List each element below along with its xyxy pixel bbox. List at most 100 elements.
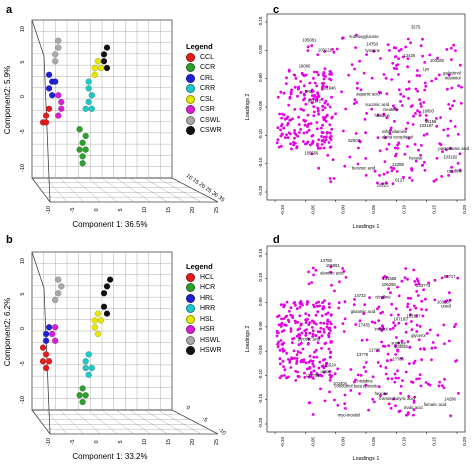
metabolite-annotation: sucrose	[391, 341, 406, 346]
loading-point	[279, 339, 283, 342]
loading-point	[392, 167, 396, 170]
loading-point	[296, 94, 299, 98]
loading-point	[430, 358, 433, 362]
loading-point	[386, 359, 389, 363]
x-tick-label: 25	[214, 439, 220, 445]
loading-point	[383, 392, 387, 396]
loading-point	[358, 140, 362, 144]
y-tick-label: -0.15	[258, 157, 263, 168]
z-tick-label: 30	[210, 191, 219, 200]
loading-point	[443, 342, 446, 346]
loading-point	[322, 74, 325, 77]
loading-point	[439, 143, 443, 147]
legend-marker	[186, 105, 195, 115]
data-point-ccl	[45, 105, 53, 113]
data-point-hswr	[103, 310, 111, 317]
loading-point	[451, 104, 454, 108]
loading-point	[281, 133, 284, 136]
loading-point	[391, 326, 395, 330]
loading-point	[356, 86, 359, 90]
loading-point	[324, 115, 328, 119]
loading-point	[311, 332, 315, 336]
loading-point	[313, 81, 317, 85]
loading-point	[393, 324, 397, 328]
loading-point	[406, 145, 409, 148]
x-axis-title: Loadings 1	[353, 224, 380, 230]
loading-point	[276, 126, 280, 130]
y-axis-title: Component2: 6.2%	[3, 298, 12, 367]
loading-point	[381, 325, 385, 328]
loading-point	[281, 112, 284, 116]
data-point-hcr	[79, 398, 86, 406]
loading-point	[320, 97, 324, 101]
loading-point	[309, 375, 313, 379]
loading-point	[320, 364, 324, 368]
data-point-hsl	[94, 310, 102, 317]
loading-point	[340, 90, 343, 94]
y-axis-title: Loadings 2	[245, 326, 251, 353]
metabolite-annotation: 103172	[307, 99, 322, 104]
x-tick-label: 5	[118, 440, 124, 443]
loading-point	[303, 371, 306, 375]
legend-marker	[186, 272, 195, 282]
legend-label: CSL	[200, 95, 214, 103]
loading-point	[450, 165, 453, 169]
metabolite-annotation: 103160	[430, 58, 445, 63]
loading-point	[319, 321, 322, 325]
legend-item-csr: CSR	[186, 105, 221, 116]
loading-point	[420, 105, 423, 108]
loading-point	[376, 361, 380, 364]
data-point-ccr	[79, 139, 86, 147]
loading-point	[420, 358, 424, 362]
data-point-crl	[49, 91, 56, 99]
loading-point	[387, 344, 391, 348]
loading-point	[423, 88, 427, 92]
data-point-hswr	[100, 290, 108, 297]
metabolite-annotation: 103187	[437, 300, 452, 305]
loading-point	[397, 49, 401, 53]
loading-point	[285, 351, 288, 355]
legend-label: CSWL	[200, 116, 221, 124]
loading-point	[289, 142, 292, 146]
loading-point	[305, 130, 309, 134]
pca-3d-plot-b: -10 -5 0 5 10 -10 -5 0 5 10 15 20 25 0 -5 -10 Component …	[3, 251, 227, 461]
data-point-cswl	[52, 51, 59, 58]
data-point-crl	[52, 78, 59, 85]
loading-point	[400, 104, 404, 107]
loadings-plot-c: -0.10 -0.05 0.00 0.05 0.10 0.15 0.20 -0.20 -0.15…	[245, 13, 470, 230]
loading-point	[400, 279, 404, 283]
loading-point	[417, 282, 421, 286]
data-point-csl	[97, 64, 105, 72]
loading-point	[304, 331, 308, 335]
loading-point	[312, 364, 316, 368]
metabolite-annotation: 22288	[392, 162, 404, 167]
loading-point	[392, 321, 395, 324]
y-tick-label: -0.05	[258, 345, 263, 356]
loading-point	[421, 54, 424, 58]
loading-point	[435, 124, 439, 128]
loading-point	[456, 276, 460, 280]
loading-point	[409, 105, 413, 108]
loading-point	[364, 157, 368, 160]
loading-point	[399, 384, 403, 388]
loading-point	[299, 91, 303, 94]
loading-point	[424, 84, 428, 88]
data-point-hcr	[79, 385, 86, 392]
loading-point	[294, 369, 298, 373]
loading-point	[364, 131, 367, 135]
loading-point	[312, 355, 316, 359]
loading-point	[453, 125, 457, 128]
loading-point	[329, 270, 333, 274]
loading-point	[401, 379, 404, 382]
loading-point	[422, 288, 425, 292]
data-point-hsl	[91, 317, 99, 324]
loading-point	[378, 327, 382, 330]
loading-point	[295, 145, 299, 149]
data-point-hrl	[42, 330, 50, 338]
loading-point	[363, 117, 367, 121]
legend-item-cswr: CSWR	[186, 126, 221, 137]
loading-point	[425, 308, 428, 312]
loading-point	[276, 342, 279, 346]
loading-point	[322, 81, 325, 85]
data-point-hswr	[106, 276, 114, 283]
